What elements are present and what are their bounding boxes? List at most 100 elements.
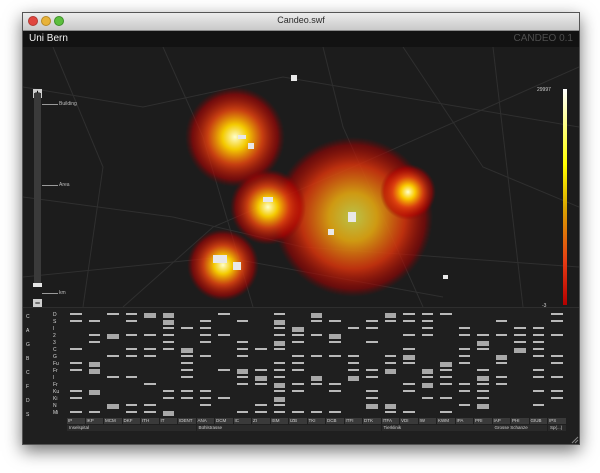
matrix-cell[interactable] bbox=[421, 383, 433, 388]
matrix-cell[interactable] bbox=[384, 369, 396, 374]
matrix-cell[interactable] bbox=[477, 390, 489, 392]
matrix-cell[interactable] bbox=[162, 348, 174, 350]
matrix-cell[interactable] bbox=[421, 327, 433, 329]
matrix-cell[interactable] bbox=[181, 390, 193, 392]
matrix-cell[interactable] bbox=[273, 327, 285, 329]
matrix-cell[interactable] bbox=[273, 334, 285, 336]
zoom-slider-track[interactable] bbox=[34, 93, 41, 285]
row-label-b[interactable]: D bbox=[53, 312, 57, 318]
row-label-a[interactable]: D bbox=[26, 398, 30, 404]
matrix-cell[interactable] bbox=[440, 383, 452, 385]
zoom-level-km[interactable]: km bbox=[59, 290, 66, 296]
matrix-cell[interactable] bbox=[273, 411, 285, 413]
column-label[interactable]: PHI bbox=[511, 418, 529, 424]
row-label-a[interactable]: F bbox=[26, 384, 30, 390]
zoom-out-button[interactable]: − bbox=[33, 298, 42, 307]
matrix-cell[interactable] bbox=[107, 355, 119, 357]
matrix-cell[interactable] bbox=[532, 404, 544, 406]
matrix-cell[interactable] bbox=[292, 334, 304, 336]
matrix-cell[interactable] bbox=[458, 390, 470, 392]
matrix-cell[interactable] bbox=[551, 334, 563, 336]
matrix-cell[interactable] bbox=[310, 411, 322, 413]
matrix-cell[interactable] bbox=[440, 362, 452, 367]
matrix-cell[interactable] bbox=[125, 376, 137, 378]
matrix-cell[interactable] bbox=[273, 348, 285, 350]
matrix-cell[interactable] bbox=[199, 341, 211, 343]
column-label[interactable]: ITFI bbox=[344, 418, 362, 424]
matrix-cell[interactable] bbox=[181, 362, 193, 364]
column-label[interactable]: IC bbox=[233, 418, 251, 424]
matrix-cell[interactable] bbox=[532, 355, 544, 357]
matrix-cell[interactable] bbox=[236, 348, 248, 350]
matrix-cell[interactable] bbox=[403, 320, 415, 322]
column-label[interactable]: VDI bbox=[400, 418, 418, 424]
matrix-cell[interactable] bbox=[199, 390, 211, 392]
matrix-cell[interactable] bbox=[292, 327, 304, 332]
matrix-cell[interactable] bbox=[514, 327, 526, 329]
matrix-cell[interactable] bbox=[273, 397, 285, 402]
matrix-cell[interactable] bbox=[162, 390, 174, 392]
matrix-cell[interactable] bbox=[329, 320, 341, 322]
matrix-cell[interactable] bbox=[551, 362, 563, 364]
matrix-cell[interactable] bbox=[273, 369, 285, 371]
matrix-cell[interactable] bbox=[458, 362, 470, 364]
column-label[interactable]: ISM bbox=[270, 418, 288, 424]
matrix-cell[interactable] bbox=[125, 355, 137, 357]
matrix-cell[interactable] bbox=[292, 341, 304, 343]
matrix-cell[interactable] bbox=[88, 390, 100, 395]
matrix-cell[interactable] bbox=[551, 397, 563, 399]
column-label[interactable]: ITFA bbox=[381, 418, 399, 424]
matrix-cell[interactable] bbox=[125, 411, 137, 413]
matrix-cell[interactable] bbox=[310, 334, 322, 336]
row-label-b[interactable]: S bbox=[53, 319, 57, 325]
matrix-cell[interactable] bbox=[514, 334, 526, 336]
column-label[interactable]: TKI bbox=[307, 418, 325, 424]
matrix-cell[interactable] bbox=[107, 334, 119, 339]
matrix-cell[interactable] bbox=[532, 376, 544, 378]
group-label[interactable]: Bühlstrasse bbox=[196, 425, 381, 431]
matrix-cell[interactable] bbox=[273, 362, 285, 364]
matrix-cell[interactable] bbox=[403, 383, 415, 385]
matrix-cell[interactable] bbox=[273, 404, 285, 406]
matrix-cell[interactable] bbox=[421, 376, 433, 378]
matrix-cell[interactable] bbox=[218, 369, 230, 371]
matrix-cell[interactable] bbox=[199, 397, 211, 399]
matrix-cell[interactable] bbox=[218, 334, 230, 336]
matrix-cell[interactable] bbox=[199, 327, 211, 329]
matrix-cell[interactable] bbox=[514, 348, 526, 353]
matrix-cell[interactable] bbox=[477, 383, 489, 385]
column-label[interactable]: IPA bbox=[455, 418, 473, 424]
matrix-cell[interactable] bbox=[477, 376, 489, 381]
matrix-cell[interactable] bbox=[70, 411, 82, 413]
resize-grip-icon[interactable] bbox=[570, 434, 579, 444]
matrix-cell[interactable] bbox=[310, 355, 322, 357]
matrix-cell[interactable] bbox=[551, 313, 563, 315]
matrix-cell[interactable] bbox=[329, 341, 341, 343]
matrix-cell[interactable] bbox=[218, 397, 230, 399]
matrix-cell[interactable] bbox=[107, 404, 119, 409]
matrix-cell[interactable] bbox=[88, 341, 100, 343]
matrix-cell[interactable] bbox=[88, 320, 100, 322]
row-label-a[interactable]: G bbox=[26, 342, 30, 348]
matrix-cell[interactable] bbox=[421, 369, 433, 374]
matrix-cell[interactable] bbox=[107, 313, 119, 315]
matrix-cell[interactable] bbox=[477, 404, 489, 409]
matrix-cell[interactable] bbox=[458, 348, 470, 350]
matrix-cell[interactable] bbox=[384, 355, 396, 357]
matrix-cell[interactable] bbox=[477, 397, 489, 399]
matrix-cell[interactable] bbox=[88, 369, 100, 374]
matrix-cell[interactable] bbox=[366, 327, 378, 329]
matrix-cell[interactable] bbox=[366, 376, 378, 378]
matrix-cell[interactable] bbox=[366, 404, 378, 409]
matrix-cell[interactable] bbox=[88, 411, 100, 413]
matrix-cell[interactable] bbox=[551, 390, 563, 392]
matrix-cell[interactable] bbox=[144, 348, 156, 350]
matrix-cell[interactable] bbox=[144, 355, 156, 357]
row-label-a[interactable]: S bbox=[26, 412, 30, 418]
matrix-cell[interactable] bbox=[551, 355, 563, 357]
matrix-cell[interactable] bbox=[477, 369, 489, 371]
column-label[interactable]: IT bbox=[159, 418, 177, 424]
matrix-cell[interactable] bbox=[144, 404, 156, 406]
matrix-cell[interactable] bbox=[162, 313, 174, 318]
matrix-cell[interactable] bbox=[366, 397, 378, 399]
